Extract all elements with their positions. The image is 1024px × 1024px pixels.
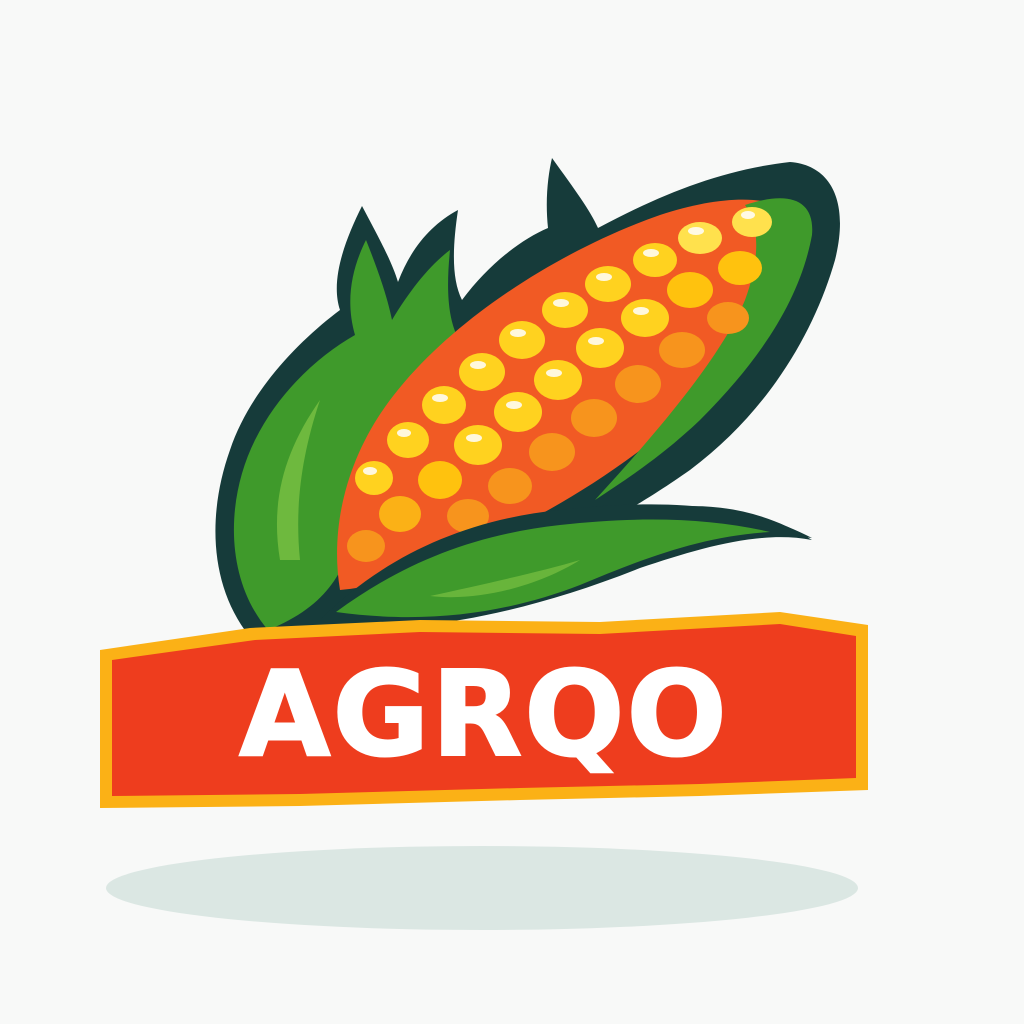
wordmark-badge: AGRQO — [100, 612, 868, 808]
corn-cob-icon — [215, 158, 840, 650]
wordmark-text: AGRQO — [239, 645, 729, 783]
logo-shadow — [106, 846, 858, 930]
corn-kernels — [347, 207, 772, 562]
